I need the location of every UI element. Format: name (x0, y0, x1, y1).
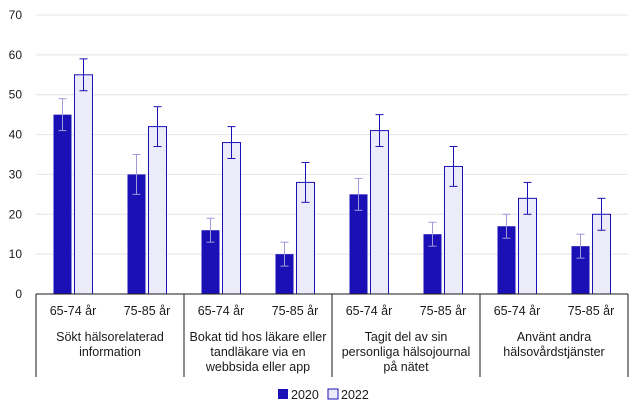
legend-label: 2020 (291, 388, 319, 402)
bar-2020 (275, 254, 294, 294)
y-tick-label: 30 (9, 167, 23, 181)
group-label-line: personliga hälsojournal (342, 345, 471, 359)
bar-2020 (127, 174, 146, 294)
error-bars (58, 58, 606, 267)
category-label: 65-74 år (494, 304, 541, 318)
category-label: 65-74 år (50, 304, 97, 318)
bar-2020 (349, 194, 368, 294)
category-label: 75-85 år (124, 304, 171, 318)
bar-2020 (201, 230, 220, 294)
category-label: 75-85 år (272, 304, 319, 318)
y-tick-label: 0 (15, 287, 22, 301)
group-label-line: Bokat tid hos läkare eller (190, 330, 327, 344)
bars (53, 74, 611, 295)
bar-2020 (53, 114, 72, 295)
y-axis-tick-labels: 0 10 20 30 40 50 60 70 (9, 8, 23, 301)
grid-lines (36, 14, 628, 255)
group-label-line: Sökt hälsorelaterad (56, 330, 164, 344)
group-label-line: Tagit del av sin (365, 330, 448, 344)
bar-2020 (497, 226, 516, 294)
legend: 2020 2022 (278, 388, 369, 402)
bar-2020 (571, 246, 590, 294)
x-axis-category-labels: 65-74 år 75-85 år 65-74 år 75-85 år 65-74 år… (50, 304, 615, 318)
y-tick-label: 50 (9, 88, 23, 102)
bar-2022 (370, 130, 389, 295)
y-tick-label: 40 (9, 128, 23, 142)
group-label-line: webbsida eller app (205, 360, 310, 374)
category-label: 75-85 år (568, 304, 615, 318)
category-label: 75-85 år (420, 304, 467, 318)
category-label: 65-74 år (346, 304, 393, 318)
bar-2022 (74, 74, 93, 295)
bar-2020 (423, 234, 442, 294)
y-tick-label: 20 (9, 207, 23, 221)
group-label-line: tandläkare via en (210, 345, 305, 359)
y-tick-label: 70 (9, 8, 23, 22)
legend-swatch-2022 (327, 388, 339, 400)
group-label-line: hälsovårdstjänster (503, 345, 604, 359)
bar-2022 (222, 142, 241, 295)
x-axis (35, 293, 629, 377)
group-label-line: information (79, 345, 141, 359)
legend-swatch-2020 (278, 389, 288, 399)
group-label-line: på nätet (383, 360, 429, 374)
category-label: 65-74 år (198, 304, 245, 318)
group-label-line: Använt andra (517, 330, 591, 344)
bar-2022 (148, 126, 167, 295)
y-tick-label: 10 (9, 247, 23, 261)
y-tick-label: 60 (9, 48, 23, 62)
legend-label: 2022 (341, 388, 369, 402)
